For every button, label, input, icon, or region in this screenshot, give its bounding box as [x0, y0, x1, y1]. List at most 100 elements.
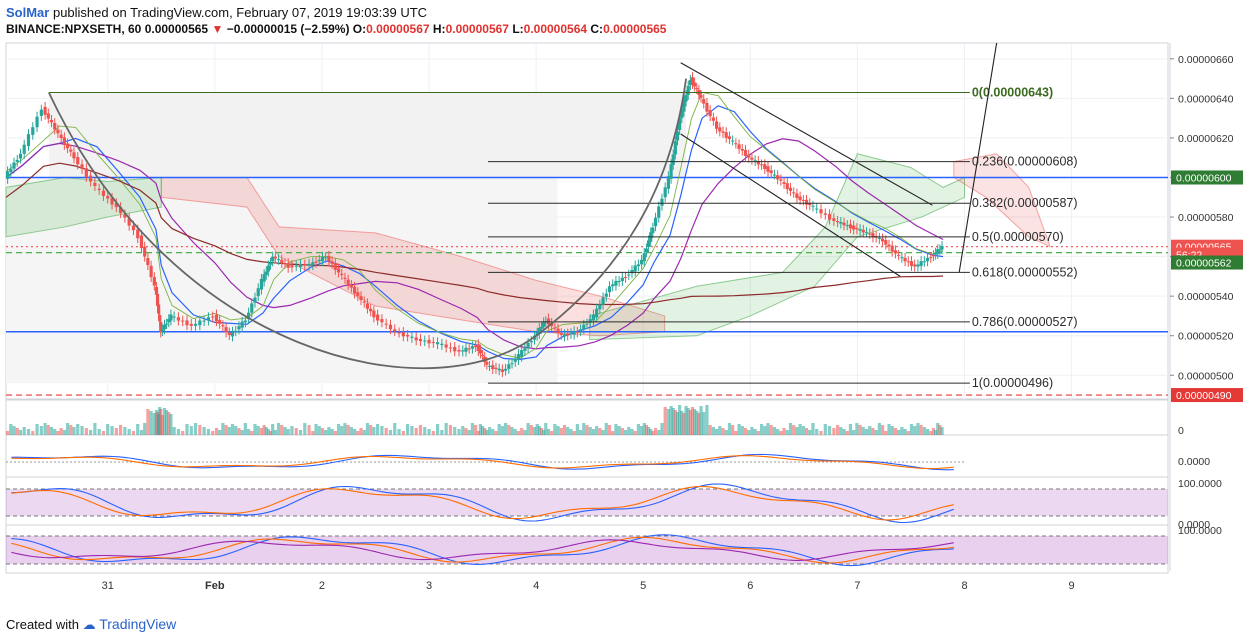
volume-bar [497, 424, 501, 435]
volume-bar [59, 428, 63, 435]
candle-body [572, 331, 576, 335]
volume-bar [811, 423, 815, 435]
volume-bar [724, 430, 728, 435]
candle-body [611, 284, 615, 287]
breakout-line[interactable] [958, 42, 998, 273]
volume-bar [101, 431, 106, 435]
volume-bar [572, 431, 576, 435]
price-tick-label: 0.00000660 [1178, 54, 1234, 66]
candle-body [607, 286, 612, 293]
tradingview-logo-icon[interactable]: ☁ [82, 617, 96, 632]
volume-bar [614, 424, 618, 435]
tradingview-brand[interactable]: TradingView [99, 616, 177, 632]
candle-body [682, 100, 686, 112]
candle-body [327, 255, 331, 262]
volume-bar [440, 430, 444, 435]
cup-pattern-curve[interactable] [48, 78, 687, 370]
candle-body [464, 347, 468, 352]
candle-body [795, 193, 799, 198]
candle-body [359, 296, 363, 301]
candle-body [897, 254, 901, 256]
candle-body [811, 205, 815, 207]
candle-body [680, 110, 684, 119]
candle-body [280, 259, 284, 264]
volume-bar [507, 425, 511, 435]
volume-bar [273, 430, 277, 435]
volume-bar [18, 430, 23, 435]
volume-bar [131, 431, 136, 435]
candle-body [877, 237, 881, 239]
candle-body [427, 339, 431, 344]
volume-bar [114, 428, 118, 435]
volume-bar [714, 429, 719, 435]
candle-body [688, 79, 692, 86]
volume-bar [365, 423, 370, 435]
candle-body [256, 288, 260, 297]
volume-bar [264, 427, 268, 435]
volume-bar [646, 427, 651, 435]
price-tag[interactable] [1171, 255, 1243, 270]
stochrsi-extra-line [11, 539, 954, 561]
candle-body [630, 270, 634, 274]
candle-body [718, 127, 722, 132]
open-value: 0.00000567 [366, 22, 430, 36]
candle-body [97, 188, 101, 190]
volume-bar [376, 424, 380, 435]
last-price: 0.00000565 [144, 22, 209, 36]
volume-bar [243, 423, 247, 435]
volume-bar [444, 423, 448, 435]
candle-body [49, 119, 54, 123]
volume-bar [516, 431, 521, 435]
sub-tick-label: 0 [1178, 425, 1184, 437]
candle-body [575, 331, 579, 333]
volume-bar [359, 428, 363, 435]
candle-body [243, 320, 247, 323]
candle-body [418, 338, 423, 342]
candle-body [65, 143, 70, 149]
candle-body [636, 264, 641, 267]
candle-body [617, 281, 621, 283]
candle-body [146, 257, 150, 266]
price-tag[interactable] [1171, 170, 1243, 185]
author-name[interactable]: SolMar [6, 5, 50, 20]
candle-body [542, 322, 546, 327]
volume-bar [861, 427, 865, 435]
price-chart[interactable]: 0(0.00000643) 0.236(0.00000608) 0.382(0.00… [0, 38, 1251, 601]
candle-body [747, 154, 751, 158]
volume-bar [202, 427, 206, 435]
candle-body [384, 323, 388, 325]
volume-bar [474, 425, 478, 435]
sub-tick-label: 0.0000 [1178, 456, 1210, 468]
candle-body [444, 344, 448, 348]
volume-bar [476, 431, 480, 435]
candle-body [731, 140, 735, 142]
candle-body [788, 187, 793, 191]
volume-bar [877, 423, 881, 435]
volume-bar [556, 426, 560, 435]
time-tick-label: 5 [640, 580, 646, 592]
candle-body [938, 249, 942, 251]
candle-body [753, 160, 757, 162]
price-tag[interactable] [1171, 388, 1243, 403]
volume-bar [276, 423, 281, 435]
volume-bar [26, 429, 31, 435]
candle-body [925, 257, 930, 262]
wedge-lower-line[interactable] [680, 133, 901, 277]
candle-body [12, 162, 16, 169]
volume-bar [198, 425, 202, 435]
candle-body [476, 344, 480, 351]
price-tag-label: 0.00000490 [1176, 390, 1232, 402]
volume-bar [644, 425, 649, 435]
candle-body [324, 257, 328, 259]
volume-bar [649, 429, 653, 435]
candle-body [136, 229, 140, 239]
volume-bar [314, 424, 318, 435]
candle-body [157, 304, 161, 314]
candle-body [776, 175, 780, 180]
wedge-upper-line[interactable] [680, 62, 933, 206]
volume-bar [340, 426, 344, 435]
candle-body [333, 263, 337, 270]
candle-body [101, 190, 106, 196]
candle-body [165, 323, 169, 325]
candle-body [494, 367, 498, 369]
